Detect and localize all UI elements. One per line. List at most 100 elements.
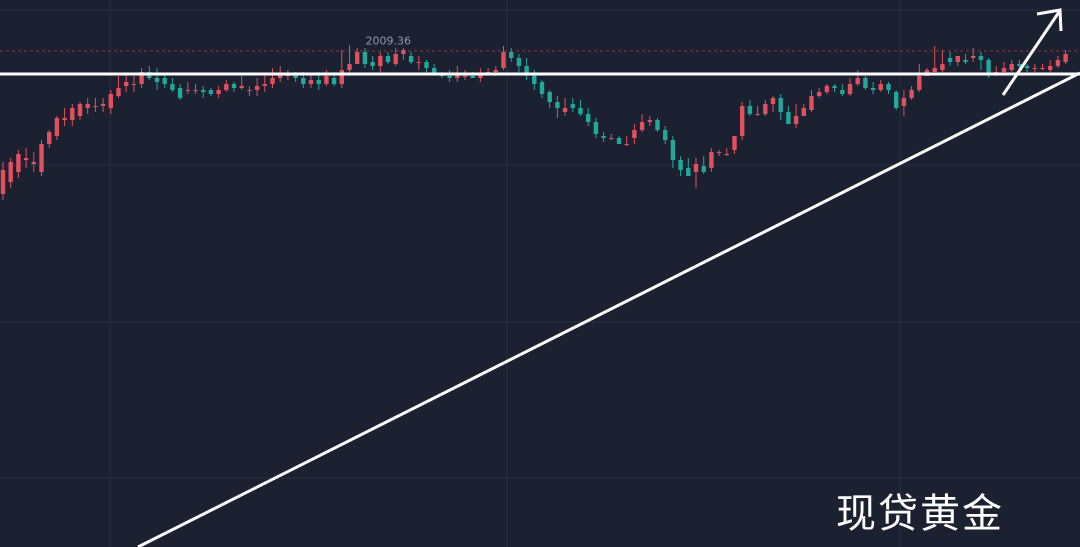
candle xyxy=(31,152,36,172)
candle-body xyxy=(593,122,599,134)
candle-body xyxy=(93,106,98,107)
candle-body xyxy=(0,170,6,194)
candle-body xyxy=(447,76,452,78)
candle xyxy=(201,86,206,98)
candle xyxy=(339,50,344,88)
candle xyxy=(385,52,391,64)
candle xyxy=(586,108,591,126)
candle-body xyxy=(100,104,106,106)
candle-body xyxy=(193,90,198,91)
candle-body xyxy=(493,70,498,72)
candle-body xyxy=(1017,64,1022,66)
candle xyxy=(870,82,876,94)
candle xyxy=(254,78,260,96)
candle xyxy=(162,74,167,88)
candle xyxy=(978,52,984,70)
candle-body xyxy=(855,78,860,84)
candle xyxy=(624,136,629,146)
candle xyxy=(555,96,560,118)
candle xyxy=(701,156,706,174)
candle xyxy=(824,84,830,94)
candle xyxy=(909,86,914,100)
candle xyxy=(347,45,352,76)
candle xyxy=(270,68,275,88)
candle-body xyxy=(54,118,60,136)
candle-body xyxy=(162,78,167,84)
candle xyxy=(770,96,776,112)
candle-body xyxy=(532,74,537,84)
candle-body xyxy=(339,70,344,84)
candle xyxy=(416,56,421,70)
candle-body xyxy=(770,98,776,104)
candle xyxy=(547,90,552,108)
candle-body xyxy=(632,130,637,138)
candle xyxy=(786,106,791,124)
candle xyxy=(1032,64,1037,72)
candle-body xyxy=(177,88,183,98)
candle-body xyxy=(224,84,229,90)
candle-body xyxy=(1024,66,1030,68)
candle-body xyxy=(909,90,914,98)
candle-body xyxy=(693,164,699,172)
candle-body xyxy=(847,84,853,94)
candle xyxy=(516,54,522,72)
candle xyxy=(1001,62,1007,74)
candle-body xyxy=(624,144,629,145)
candle-body xyxy=(1055,60,1061,66)
candle-body xyxy=(763,104,768,114)
candle xyxy=(447,70,452,82)
candle-body xyxy=(955,56,960,62)
candle-body xyxy=(509,52,514,58)
candle-body xyxy=(971,56,976,58)
candle xyxy=(801,104,806,116)
candle-body xyxy=(701,166,706,172)
candle xyxy=(401,48,406,60)
candle xyxy=(85,98,90,114)
candle-body xyxy=(8,162,13,182)
candle-body xyxy=(655,120,660,130)
candle xyxy=(77,102,83,120)
candle-body xyxy=(362,52,368,64)
candle-body xyxy=(932,68,937,72)
candle-body xyxy=(663,130,668,140)
candle xyxy=(655,118,660,132)
candle-body xyxy=(755,114,760,115)
candle xyxy=(732,136,737,154)
candle xyxy=(809,90,814,112)
candle-body xyxy=(986,60,991,74)
candle-body xyxy=(1001,68,1007,72)
candle xyxy=(663,126,668,144)
candle xyxy=(724,148,729,156)
breakout-arrow xyxy=(1001,11,1061,96)
candle xyxy=(108,90,113,114)
candle-body xyxy=(901,98,907,106)
candle-body xyxy=(347,64,352,70)
candle xyxy=(947,52,953,66)
candle xyxy=(231,82,237,92)
candle xyxy=(124,74,129,92)
candle-body xyxy=(886,84,891,90)
candle xyxy=(393,48,398,66)
candle-body xyxy=(817,92,822,96)
candle-body xyxy=(609,138,614,139)
candle xyxy=(716,150,722,156)
candle-body xyxy=(39,144,44,172)
candle xyxy=(578,100,583,116)
high-label: 2009.36 xyxy=(366,34,412,47)
candle xyxy=(1063,50,1068,64)
candle xyxy=(632,124,637,144)
candle xyxy=(709,148,714,172)
candle xyxy=(932,46,937,72)
candle-body xyxy=(555,102,560,108)
candle-body xyxy=(185,90,190,91)
candle-body xyxy=(370,62,375,66)
candle-body xyxy=(131,84,137,85)
candle xyxy=(863,76,868,90)
candle-body xyxy=(208,90,214,94)
candle xyxy=(940,50,945,72)
candle xyxy=(224,80,229,92)
candle xyxy=(886,82,891,94)
candle xyxy=(678,156,683,176)
candle-body xyxy=(393,54,398,64)
